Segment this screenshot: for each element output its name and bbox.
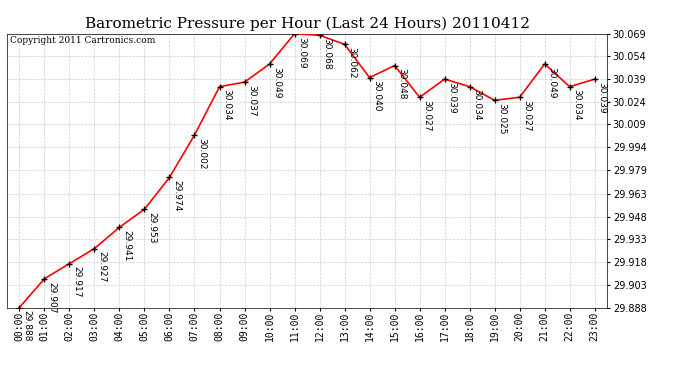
Text: Copyright 2011 Cartronics.com: Copyright 2011 Cartronics.com	[10, 36, 155, 45]
Text: 30.039: 30.039	[447, 82, 456, 114]
Text: 29.907: 29.907	[47, 282, 56, 313]
Text: 30.068: 30.068	[322, 38, 331, 70]
Text: 30.027: 30.027	[422, 100, 431, 132]
Text: 30.025: 30.025	[497, 103, 506, 135]
Text: 29.917: 29.917	[72, 266, 81, 298]
Text: 30.049: 30.049	[273, 67, 282, 98]
Text: 30.034: 30.034	[473, 90, 482, 121]
Title: Barometric Pressure per Hour (Last 24 Hours) 20110412: Barometric Pressure per Hour (Last 24 Ho…	[85, 17, 529, 31]
Text: 30.027: 30.027	[522, 100, 531, 132]
Text: 30.002: 30.002	[197, 138, 206, 170]
Text: 29.927: 29.927	[97, 251, 106, 283]
Text: 30.048: 30.048	[397, 68, 406, 100]
Text: 30.069: 30.069	[297, 36, 306, 68]
Text: 30.040: 30.040	[373, 80, 382, 112]
Text: 29.974: 29.974	[172, 180, 181, 212]
Text: 29.953: 29.953	[147, 212, 156, 243]
Text: 30.034: 30.034	[222, 90, 231, 121]
Text: 29.888: 29.888	[22, 310, 31, 342]
Text: 30.049: 30.049	[547, 67, 556, 98]
Text: 29.941: 29.941	[122, 230, 131, 261]
Text: 30.039: 30.039	[598, 82, 607, 114]
Text: 30.037: 30.037	[247, 85, 256, 117]
Text: 30.062: 30.062	[347, 47, 356, 79]
Text: 30.034: 30.034	[573, 90, 582, 121]
